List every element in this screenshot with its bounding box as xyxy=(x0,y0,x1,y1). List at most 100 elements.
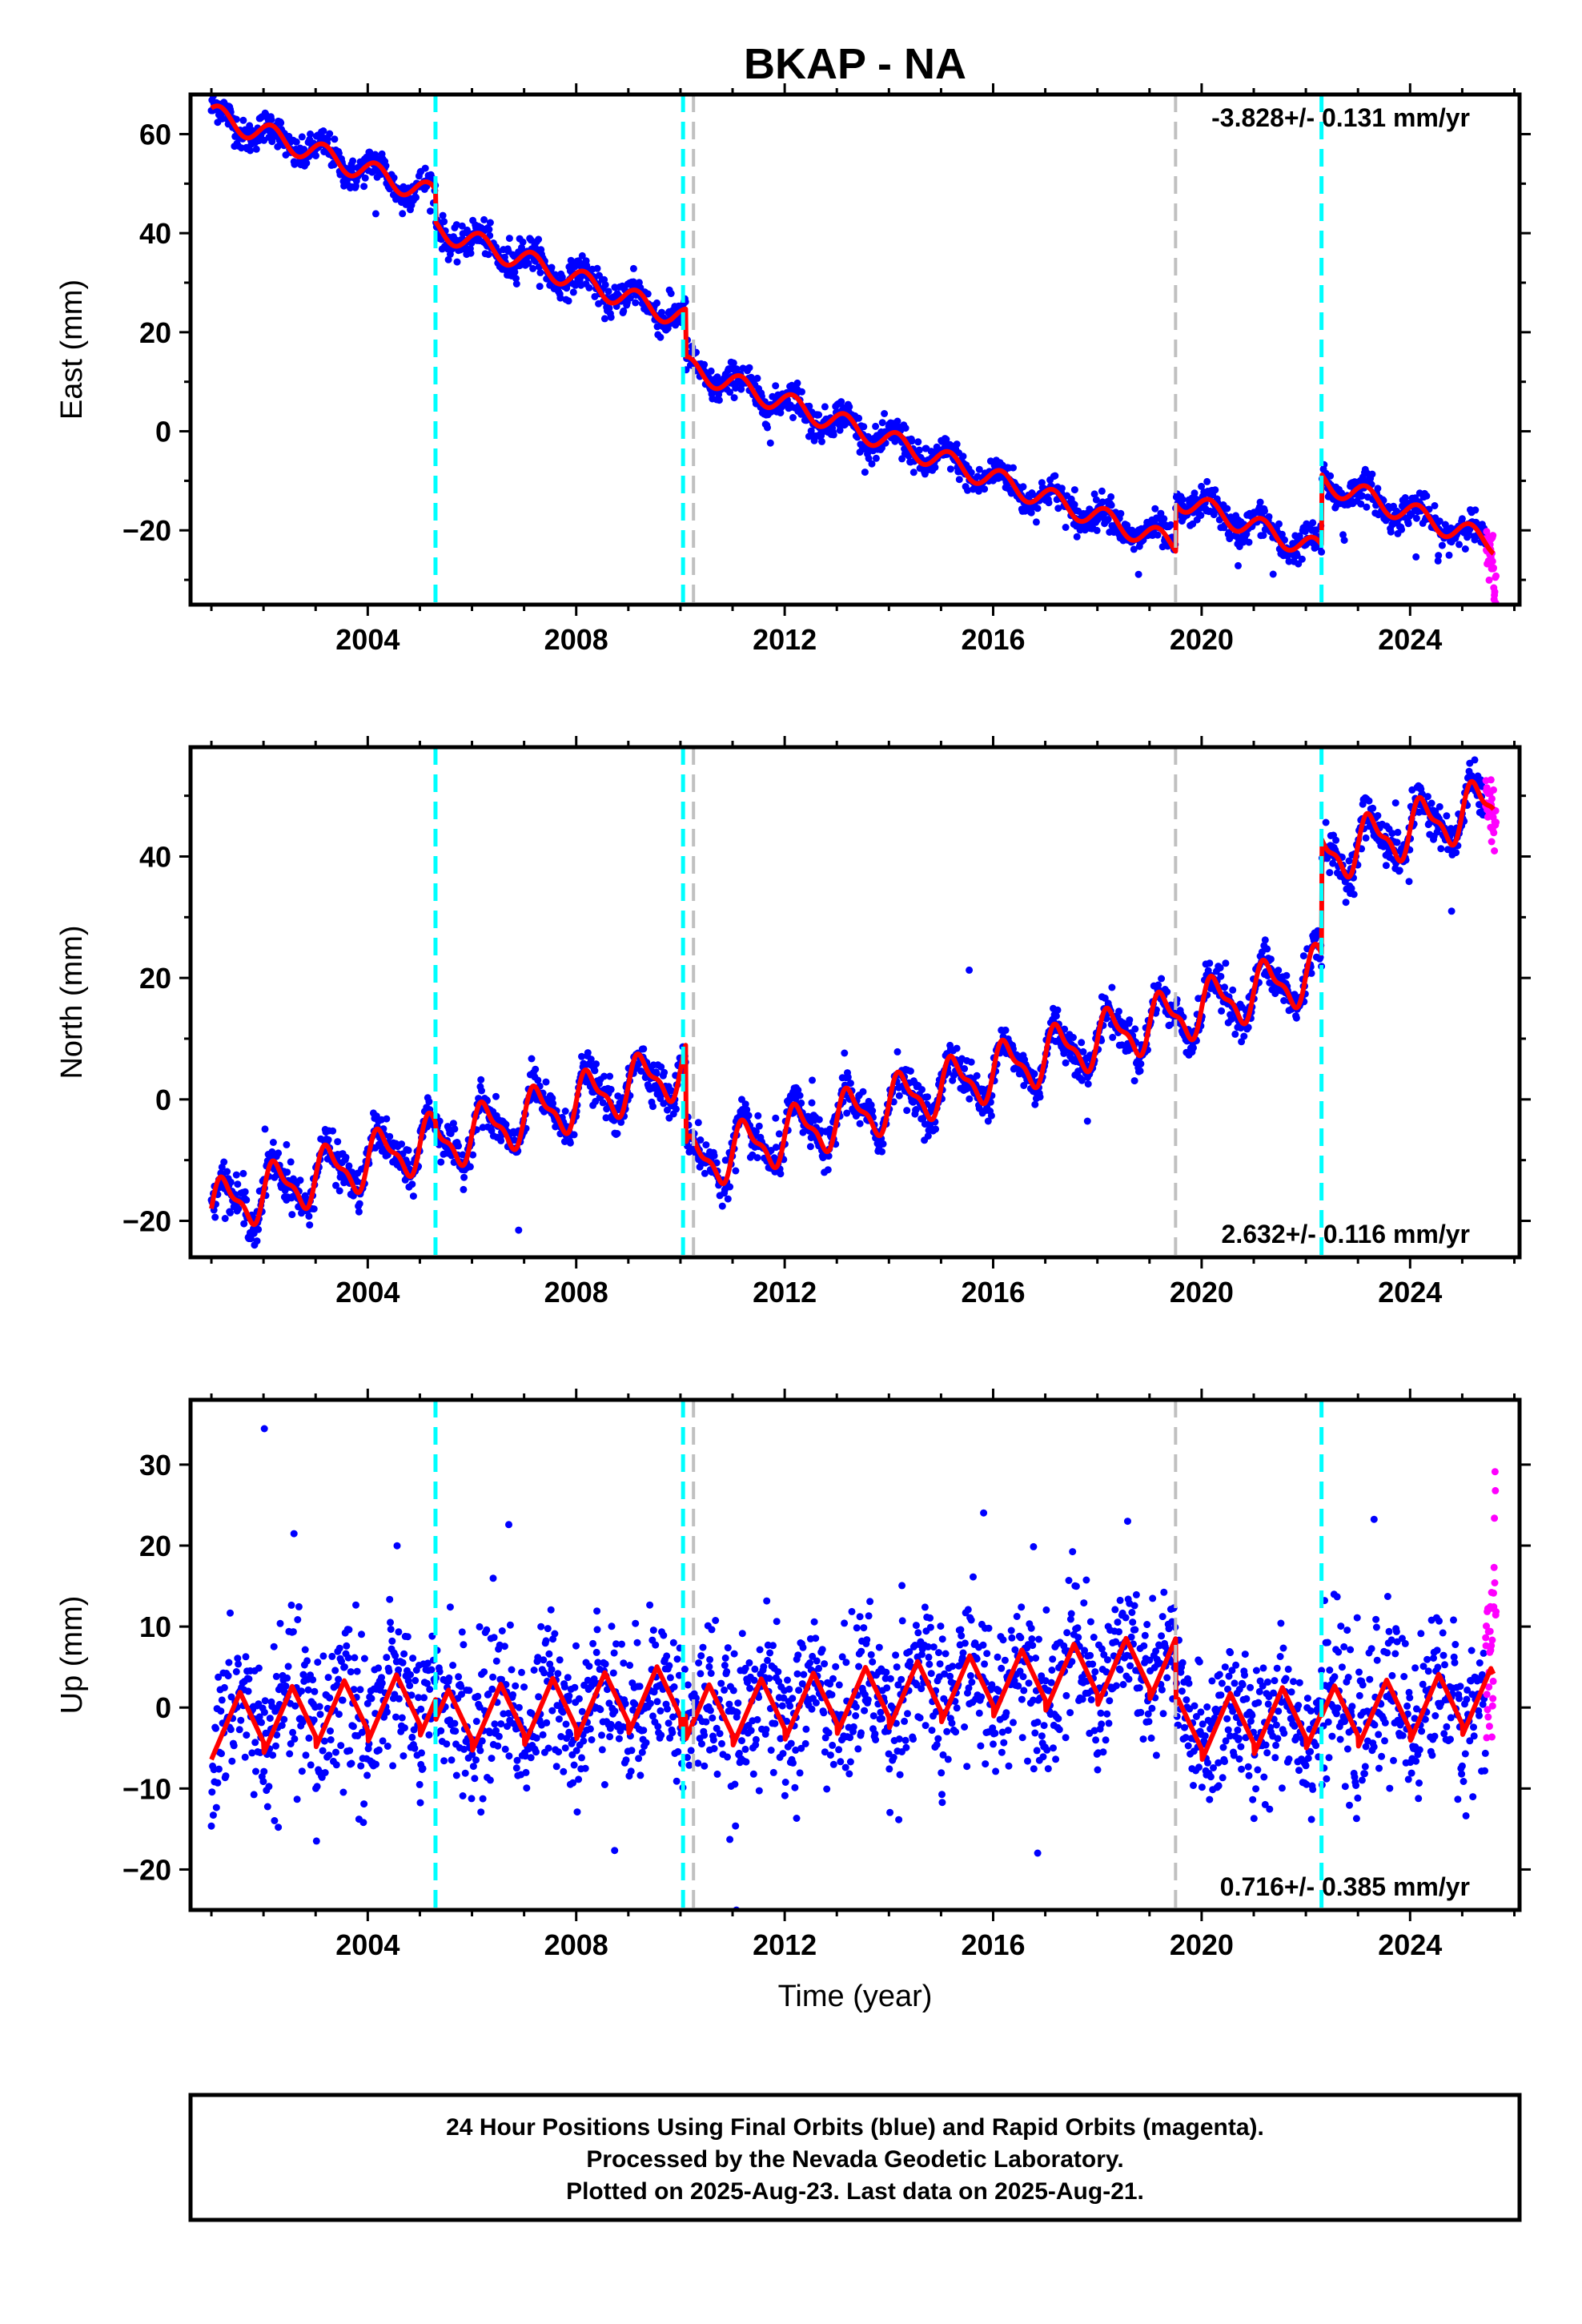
data-point xyxy=(243,1731,251,1739)
data-point xyxy=(345,1626,353,1634)
data-point xyxy=(1434,557,1442,565)
x-tick-label: 2024 xyxy=(1378,1276,1442,1309)
data-point xyxy=(383,1708,391,1716)
data-point xyxy=(399,1659,407,1667)
data-point xyxy=(335,1675,343,1683)
data-point xyxy=(1263,945,1271,953)
data-point xyxy=(271,1817,279,1824)
data-point xyxy=(458,222,466,230)
data-point xyxy=(865,455,873,462)
data-point xyxy=(738,1108,746,1116)
data-point xyxy=(440,218,448,226)
data-point xyxy=(1490,786,1497,794)
data-point xyxy=(452,1727,460,1735)
data-point xyxy=(276,1619,284,1627)
data-point xyxy=(459,1792,467,1799)
data-point xyxy=(363,1771,371,1779)
data-point xyxy=(425,1731,433,1739)
data-point xyxy=(924,1093,931,1101)
data-point xyxy=(591,1067,599,1075)
data-point xyxy=(1137,1059,1145,1068)
y-tick-label: 60 xyxy=(139,118,171,151)
data-point xyxy=(356,1686,364,1694)
data-point xyxy=(283,1140,291,1148)
data-point xyxy=(489,1673,497,1681)
data-point xyxy=(640,1045,648,1053)
data-point xyxy=(466,1163,474,1171)
data-point xyxy=(1225,529,1233,537)
data-point xyxy=(263,1803,271,1811)
data-point xyxy=(501,1745,509,1753)
data-point xyxy=(569,288,577,296)
data-point xyxy=(387,1626,395,1633)
data-point xyxy=(604,287,612,296)
data-point xyxy=(1126,1016,1134,1024)
data-point xyxy=(726,388,734,396)
data-point xyxy=(1437,845,1445,853)
data-point xyxy=(284,1663,292,1671)
data-point xyxy=(387,1618,394,1626)
data-point xyxy=(235,1205,243,1213)
data-point xyxy=(303,1657,311,1665)
data-point xyxy=(1333,869,1341,877)
data-point xyxy=(878,1148,885,1156)
data-point xyxy=(242,1653,250,1661)
data-point xyxy=(298,1687,305,1695)
data-point xyxy=(1471,756,1479,764)
data-point xyxy=(468,1795,476,1803)
data-point xyxy=(212,1724,219,1732)
data-point xyxy=(564,1674,572,1682)
data-point xyxy=(1491,847,1499,854)
data-point xyxy=(829,431,837,439)
data-point xyxy=(326,1694,334,1702)
data-point xyxy=(1445,551,1453,559)
data-point xyxy=(1134,570,1142,578)
data-point xyxy=(966,1095,974,1103)
data-point xyxy=(358,1630,365,1638)
data-point xyxy=(208,1788,216,1796)
data-point xyxy=(556,1656,564,1664)
data-point xyxy=(1166,521,1174,529)
data-point xyxy=(282,1682,290,1690)
data-point xyxy=(967,468,975,476)
x-tick-label: 2012 xyxy=(753,623,817,656)
data-point xyxy=(837,398,845,406)
data-point xyxy=(1280,997,1288,1004)
data-point xyxy=(523,1784,531,1792)
data-point xyxy=(1093,526,1101,534)
data-point xyxy=(1435,552,1443,560)
data-point xyxy=(1492,572,1500,580)
data-point xyxy=(1275,967,1283,975)
data-point xyxy=(439,211,447,219)
data-point xyxy=(337,1742,345,1750)
x-tick-label: 2024 xyxy=(1378,623,1442,656)
data-point xyxy=(881,410,889,417)
data-point xyxy=(319,1747,327,1755)
data-point xyxy=(326,130,334,138)
data-point xyxy=(220,1158,228,1166)
data-point xyxy=(796,1092,804,1100)
data-point xyxy=(452,221,460,229)
data-point xyxy=(1130,1077,1138,1085)
data-point xyxy=(348,164,356,172)
data-point xyxy=(561,1108,569,1115)
data-point xyxy=(1365,797,1373,805)
data-point xyxy=(1458,515,1466,523)
data-point xyxy=(298,133,306,141)
data-point xyxy=(530,1667,538,1674)
data-point xyxy=(474,1692,482,1700)
data-point xyxy=(1275,520,1283,528)
data-point xyxy=(1190,1043,1197,1051)
data-point xyxy=(918,1086,926,1094)
data-point xyxy=(244,1687,252,1695)
data-point xyxy=(388,1637,396,1645)
data-point xyxy=(411,1744,419,1752)
data-point xyxy=(1281,536,1288,544)
data-point xyxy=(1382,862,1390,870)
data-point xyxy=(471,1775,479,1783)
data-point xyxy=(1412,514,1420,522)
y-tick-label: 40 xyxy=(139,217,171,250)
data-point xyxy=(512,1764,520,1772)
data-point xyxy=(1036,1093,1044,1101)
data-point xyxy=(222,1772,230,1780)
